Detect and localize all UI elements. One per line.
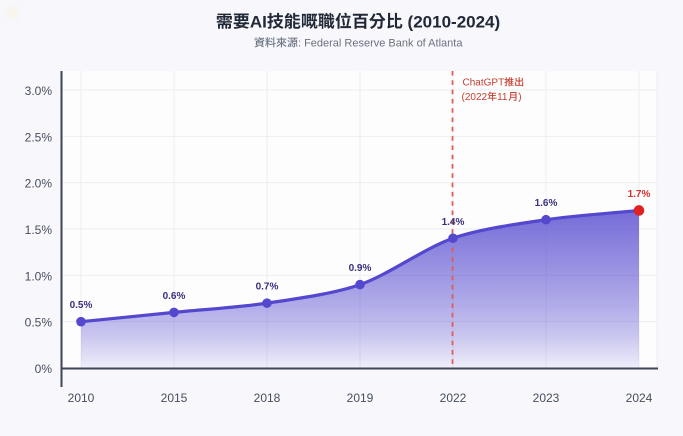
- svg-text:0.5%: 0.5%: [70, 300, 93, 311]
- svg-text:(2010-2024): (2010-2024): [403, 12, 500, 31]
- svg-text:2023: 2023: [533, 391, 560, 405]
- svg-text:2010: 2010: [68, 391, 95, 405]
- svg-text:2024: 2024: [626, 391, 653, 405]
- svg-text:0.7%: 0.7%: [256, 282, 279, 293]
- svg-text:2015: 2015: [161, 391, 188, 405]
- svg-text:1.4%: 1.4%: [442, 217, 465, 228]
- svg-text:2022: 2022: [440, 391, 467, 405]
- svg-text:2.0%: 2.0%: [25, 177, 53, 191]
- svg-text:0.9%: 0.9%: [349, 263, 372, 274]
- svg-text:2018: 2018: [254, 391, 281, 405]
- svg-text:(2022: (2022: [462, 92, 488, 103]
- svg-text:: Federal Reserve Bank of Atla: : Federal Reserve Bank of Atlanta: [298, 37, 463, 49]
- svg-text:0%: 0%: [35, 362, 53, 376]
- svg-text:2.5%: 2.5%: [25, 130, 53, 144]
- svg-text:1.5%: 1.5%: [25, 223, 53, 237]
- svg-text:2019: 2019: [347, 391, 374, 405]
- svg-text:AI: AI: [250, 12, 267, 31]
- svg-text:0.6%: 0.6%: [163, 291, 186, 302]
- svg-text:0.5%: 0.5%: [25, 316, 53, 330]
- svg-text:11: 11: [497, 92, 508, 103]
- svg-text:ChatGPT: ChatGPT: [463, 78, 505, 89]
- svg-text:): ): [518, 92, 521, 103]
- svg-text:1.0%: 1.0%: [25, 269, 53, 283]
- svg-text:1.7%: 1.7%: [628, 189, 651, 200]
- svg-text:3.0%: 3.0%: [25, 84, 53, 98]
- svg-text:1.6%: 1.6%: [535, 198, 558, 209]
